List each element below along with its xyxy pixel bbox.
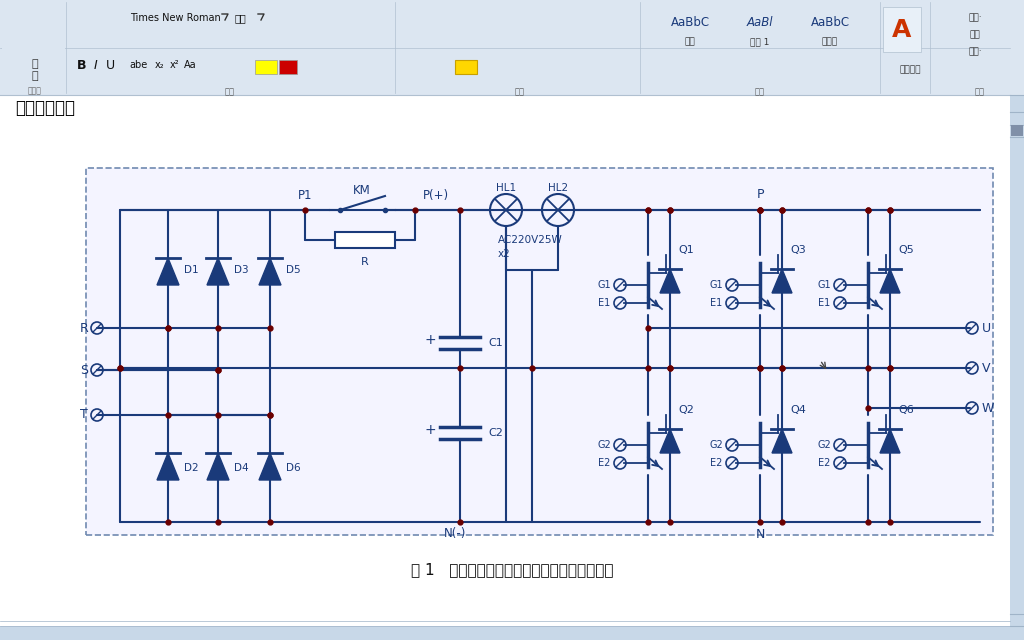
Bar [1011, 125, 1023, 136]
Bar [0, 95, 1010, 640]
Text: N: N [756, 527, 765, 541]
Polygon shape [660, 269, 680, 293]
Text: R: R [361, 257, 369, 267]
Text: E1: E1 [598, 298, 610, 308]
Text: Times New Roman: Times New Roman [130, 13, 220, 23]
Polygon shape [259, 258, 281, 285]
Text: E1: E1 [818, 298, 830, 308]
Polygon shape [772, 269, 792, 293]
Text: 标题: 标题 [685, 38, 695, 47]
Text: S: S [80, 364, 88, 376]
Text: 五号: 五号 [234, 13, 246, 23]
Text: 更改样式: 更改样式 [899, 65, 921, 74]
Polygon shape [157, 453, 179, 480]
Text: HL2: HL2 [548, 183, 568, 193]
Text: V: V [982, 362, 990, 374]
Text: D5: D5 [286, 265, 301, 275]
Text: D1: D1 [184, 265, 199, 275]
Text: D4: D4 [234, 463, 249, 473]
Text: E2: E2 [598, 458, 610, 468]
Text: T: T [80, 408, 88, 422]
Text: 选择·: 选择· [968, 47, 982, 56]
Text: G2: G2 [710, 440, 723, 450]
Text: x²: x² [170, 60, 180, 70]
Text: P1: P1 [298, 189, 312, 202]
Polygon shape [660, 429, 680, 453]
Text: D2: D2 [184, 463, 199, 473]
Text: U: U [105, 58, 115, 72]
Polygon shape [207, 453, 229, 480]
Text: Q1: Q1 [678, 245, 693, 255]
Text: 剪贴板: 剪贴板 [28, 86, 42, 95]
Polygon shape [259, 453, 281, 480]
Bar [2, 3, 65, 93]
Bar [0, 626, 1010, 640]
Text: Q2: Q2 [678, 405, 694, 415]
Text: KM: KM [353, 184, 371, 196]
Text: Q3: Q3 [790, 245, 806, 255]
Text: +: + [424, 423, 436, 437]
Bar [335, 232, 395, 248]
Text: U: U [982, 321, 991, 335]
Text: Q4: Q4 [790, 405, 806, 415]
Text: A: A [892, 18, 911, 42]
Bar [455, 60, 477, 74]
Text: G1: G1 [710, 280, 723, 290]
Text: W: W [982, 401, 994, 415]
Text: Q6: Q6 [898, 405, 913, 415]
Polygon shape [772, 429, 792, 453]
Text: Q5: Q5 [898, 245, 913, 255]
Text: G1: G1 [817, 280, 830, 290]
Text: N(-): N(-) [443, 527, 466, 541]
Polygon shape [880, 269, 900, 293]
Text: 副标题: 副标题 [822, 38, 838, 47]
Text: 字体: 字体 [225, 88, 234, 97]
Text: C1: C1 [488, 338, 503, 348]
Text: +: + [424, 333, 436, 347]
Text: abe: abe [129, 60, 147, 70]
Text: B: B [77, 58, 87, 72]
Text: D3: D3 [234, 265, 249, 275]
Text: C2: C2 [488, 428, 503, 438]
Text: D6: D6 [286, 463, 301, 473]
Text: x2: x2 [498, 249, 511, 259]
Text: HL1: HL1 [496, 183, 516, 193]
Polygon shape [157, 258, 179, 285]
Bar [1010, 95, 1024, 640]
Bar [0, 545, 1010, 640]
Text: G2: G2 [597, 440, 611, 450]
Text: 段落: 段落 [515, 88, 525, 97]
Text: 按间图如下：: 按间图如下： [15, 99, 75, 117]
Text: 编辑: 编辑 [975, 88, 985, 97]
Text: E2: E2 [818, 458, 830, 468]
Text: G2: G2 [817, 440, 830, 450]
Text: AC220V25W: AC220V25W [498, 235, 563, 245]
Bar [0, 0, 1024, 95]
Text: AaBbC: AaBbC [810, 15, 850, 29]
Bar [86, 168, 993, 535]
Text: Aa: Aa [183, 60, 197, 70]
Text: x₂: x₂ [156, 60, 165, 70]
Bar [255, 60, 278, 74]
Text: P: P [757, 188, 764, 200]
Text: G1: G1 [597, 280, 610, 290]
Text: AaBbC: AaBbC [671, 15, 710, 29]
Bar [279, 60, 297, 74]
Text: E1: E1 [710, 298, 722, 308]
Polygon shape [207, 258, 229, 285]
Bar [883, 7, 921, 52]
Text: 查找·: 查找· [968, 13, 982, 22]
Text: P(+): P(+) [423, 189, 450, 202]
Text: 样式: 样式 [755, 88, 765, 97]
Text: 粘
贴: 粘 贴 [32, 60, 38, 81]
Text: I: I [94, 58, 98, 72]
Text: 标题 1: 标题 1 [751, 38, 770, 47]
Text: 图 1   变频器逃变回路的上电检修电路接线一图: 图 1 变频器逃变回路的上电检修电路接线一图 [411, 563, 613, 577]
Text: R: R [79, 321, 88, 335]
Text: E2: E2 [710, 458, 722, 468]
Text: 替换: 替换 [970, 31, 980, 40]
Text: AaBl: AaBl [746, 15, 773, 29]
Polygon shape [880, 429, 900, 453]
